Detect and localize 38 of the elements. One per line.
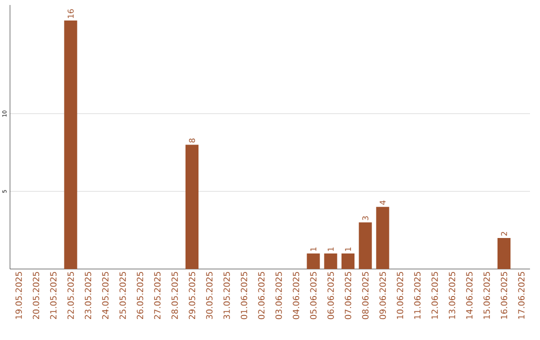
x-tick-label: 17.06.2025	[518, 272, 525, 319]
x-tick-label: 25.05.2025	[119, 272, 126, 320]
x-tick-label: 26.05.2025	[136, 272, 144, 320]
x-tick-label: 10.06.2025	[396, 272, 404, 319]
bar	[498, 238, 511, 269]
x-tick-label: 05.06.2025	[310, 272, 317, 320]
x-tick-label: 30.05.2025	[206, 272, 213, 320]
x-tick-label: 31.05.2025	[223, 272, 230, 320]
x-tick-label: 23.05.2025	[84, 272, 92, 320]
x-tick-label: 19.05.2025	[15, 272, 22, 319]
x-tick-label: 12.06.2025	[431, 272, 438, 319]
x-tick-label: 14.06.2025	[466, 272, 473, 319]
x-tick-label: 29.05.2025	[188, 272, 196, 320]
bar	[358, 222, 372, 269]
x-tick-label: 04.06.2025	[292, 272, 300, 320]
x-tick-label: 03.06.2025	[275, 272, 282, 320]
x-tick-label: 27.05.2025	[154, 272, 161, 320]
x-tick-label: 09.06.2025	[379, 272, 386, 320]
bar	[342, 253, 355, 269]
x-tick-label: 28.05.2025	[171, 272, 178, 320]
x-tick-label: 02.06.2025	[258, 272, 265, 320]
x-tick-label: 15.06.2025	[483, 272, 490, 319]
x-tick-label: 08.06.2025	[362, 272, 369, 320]
x-tick-label: 24.05.2025	[102, 272, 109, 320]
bar	[64, 20, 78, 269]
bar	[306, 253, 320, 269]
x-tick-label: 11.06.2025	[414, 272, 421, 319]
x-tick-label: 01.06.2025	[240, 272, 248, 320]
x-tick-label: 21.05.2025	[50, 272, 57, 320]
x-tick-label: 07.06.2025	[344, 272, 352, 320]
bar	[186, 144, 198, 269]
x-tick-label: 22.05.2025	[67, 272, 74, 320]
x-tick-label: 06.06.2025	[327, 272, 334, 320]
x-tick-label: 13.06.2025	[448, 272, 456, 319]
x-tick-label: 20.05.2025	[32, 272, 40, 320]
x-tick-label: 16.06.2025	[500, 272, 508, 319]
bar	[324, 253, 338, 269]
bar	[376, 206, 390, 269]
